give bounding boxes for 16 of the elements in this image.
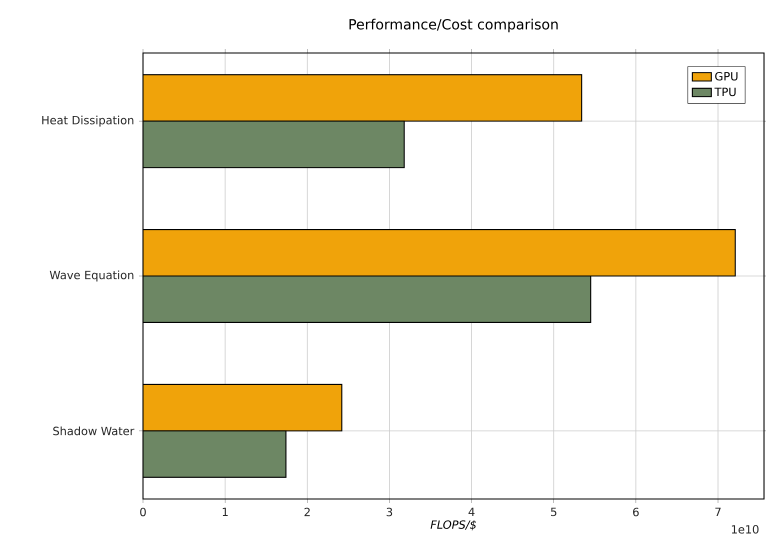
text: 1e10 [732,525,759,534]
x-tick-label: 0 [140,508,146,516]
x-tick-label: 1 [222,508,228,516]
y-tick-label: Wave Equation [50,270,134,282]
x-axis-title: FLOPS/$ [430,520,476,530]
y-tick-label: Heat Dissipation [42,116,134,127]
x-tick-label: 6 [633,508,639,516]
chart-title: Performance/Cost comparison [350,18,558,32]
x-tick-label: 2 [304,508,310,516]
y-tick-label: Shadow Water [53,426,134,436]
x-tick-label: 5 [550,508,556,516]
legend-label: GPU [715,72,738,81]
x-tick-label: 7 [715,508,721,516]
x-tick-label: 3 [386,508,392,516]
x-tick-label: 4 [468,508,475,516]
legend-label: TPU [714,88,736,96]
